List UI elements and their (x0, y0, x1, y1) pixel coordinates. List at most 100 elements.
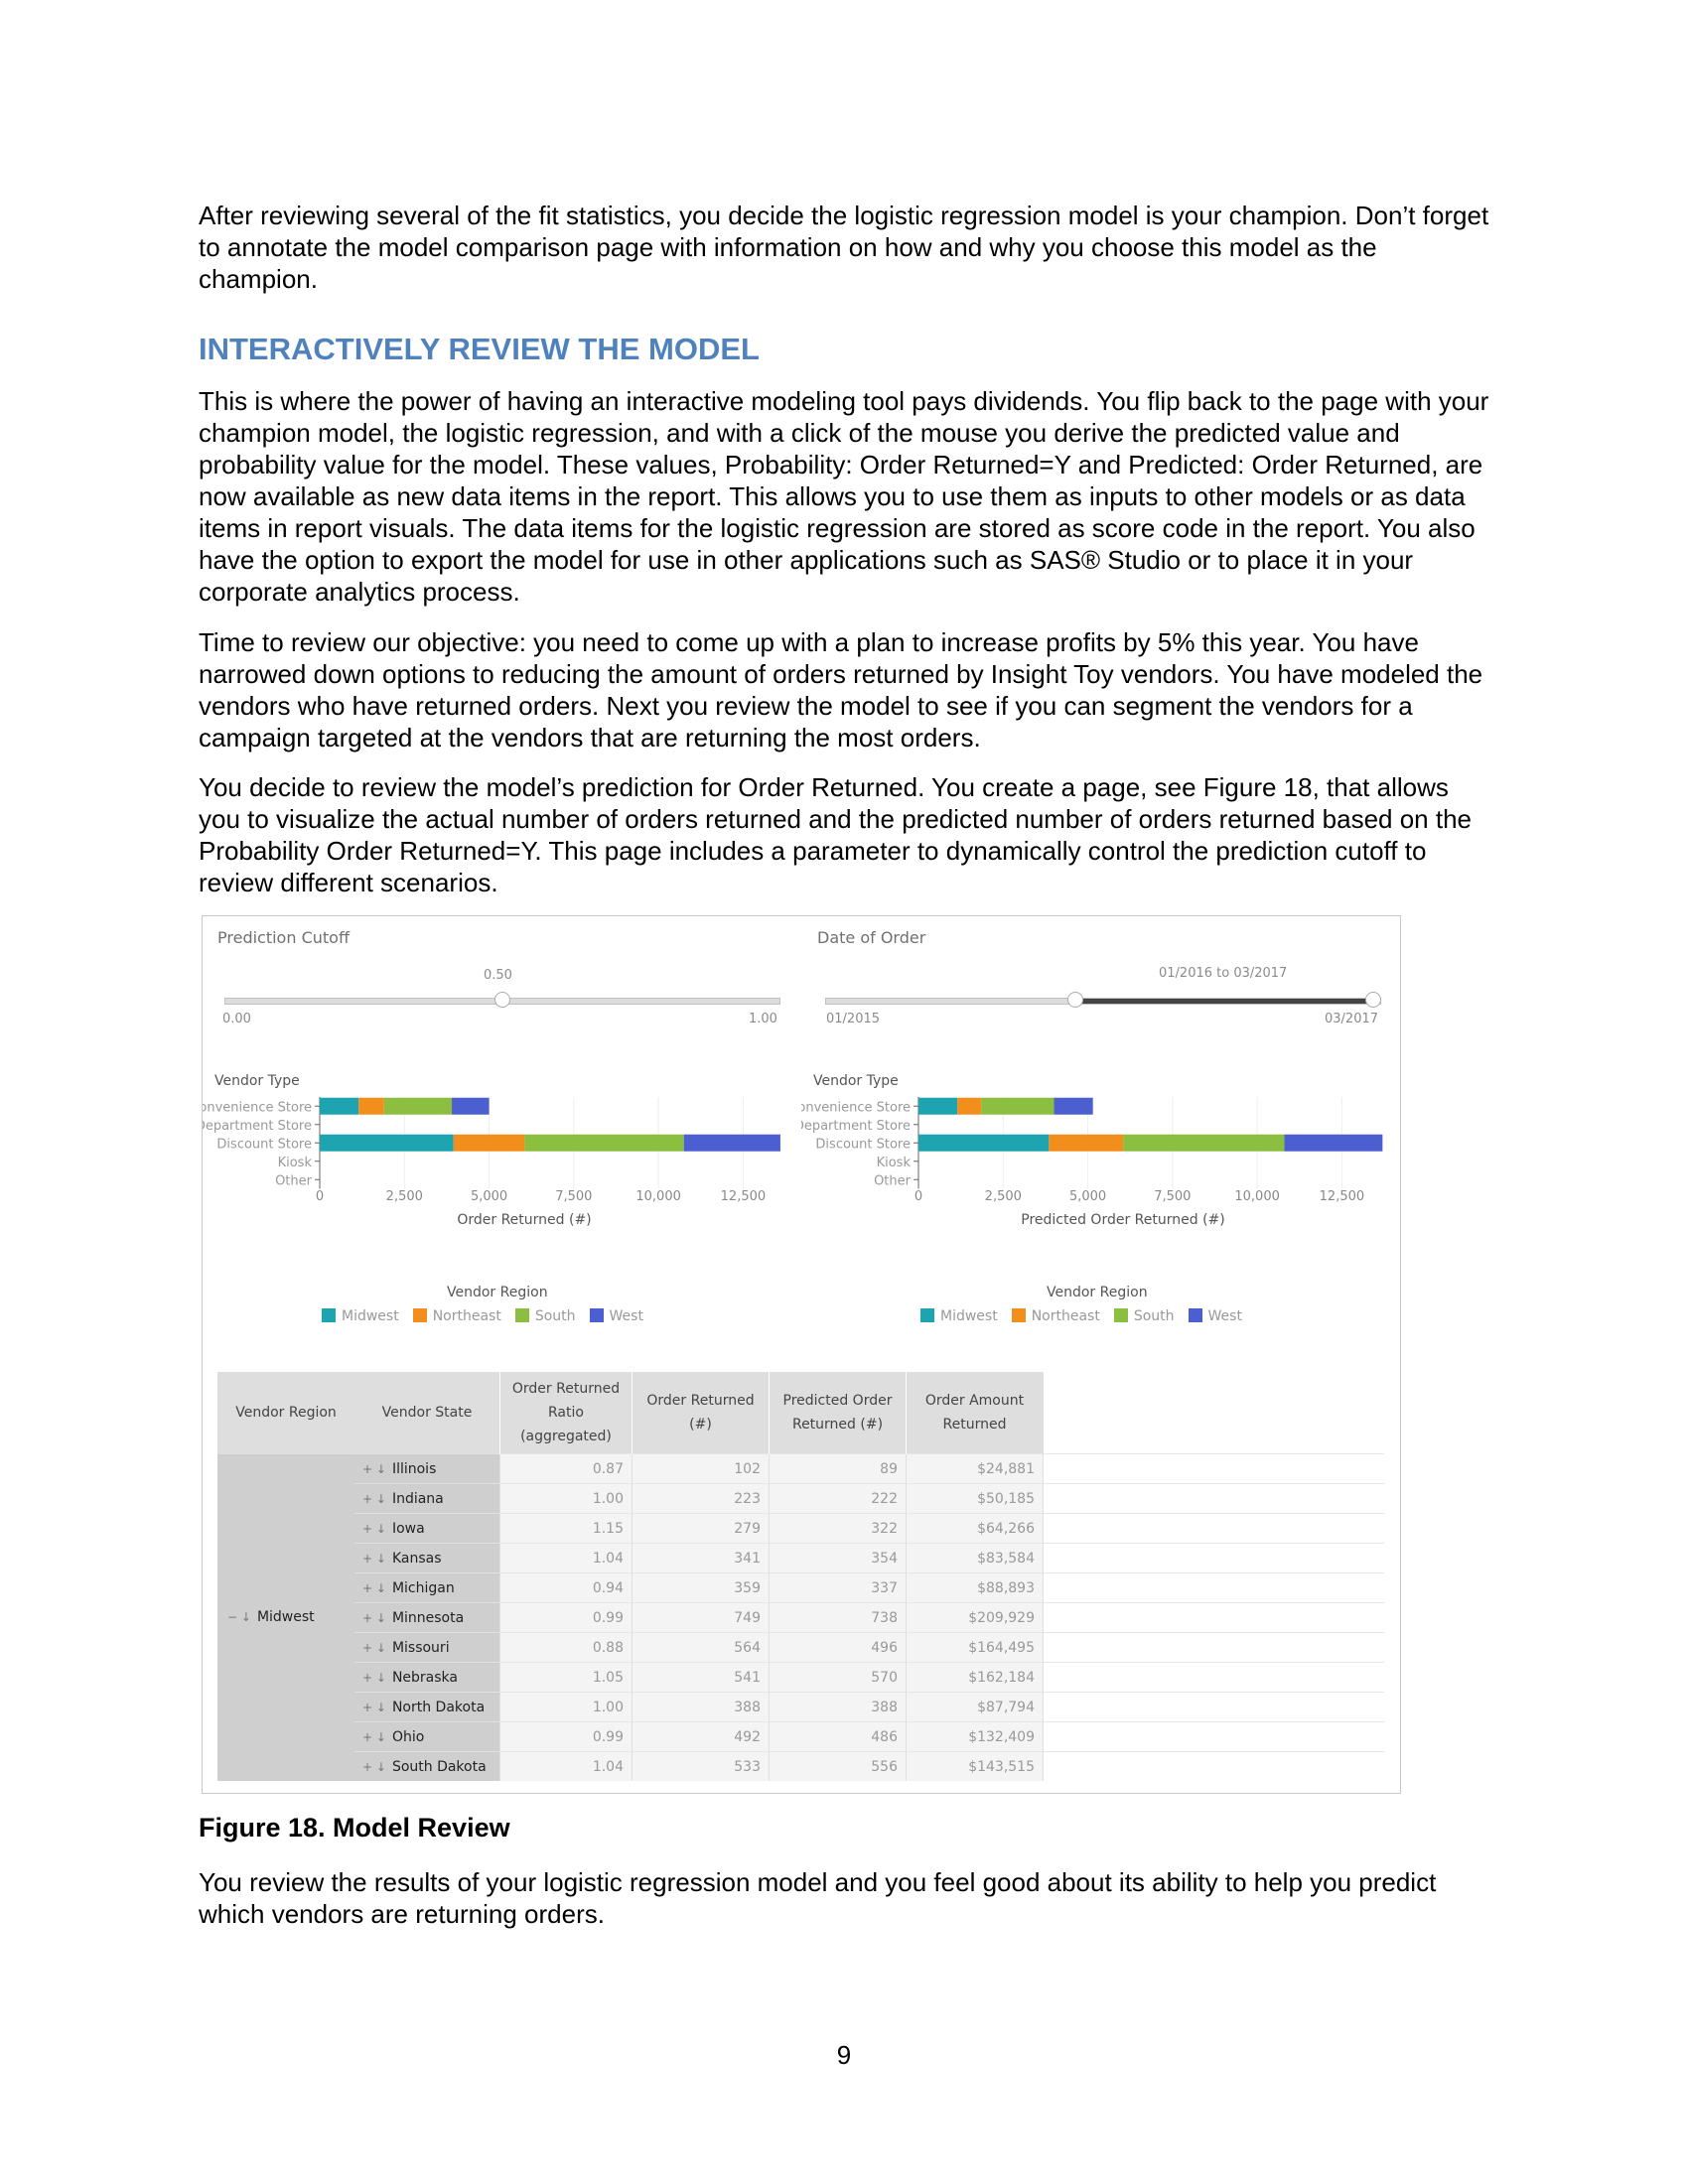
table-row[interactable]: + ↓ Missouri 0.88 564 496 $164,495 (217, 1632, 1384, 1663)
expand-icon[interactable]: + ↓ (362, 1700, 386, 1714)
legend-item[interactable]: South (1113, 1308, 1175, 1324)
prediction-cutoff-value: 0.50 (484, 968, 512, 983)
date-start-handle[interactable] (1067, 992, 1084, 1008)
ratio-cell: 1.04 (499, 1543, 633, 1573)
legend-item[interactable]: West (1188, 1308, 1242, 1324)
legend-label: South (1133, 1308, 1175, 1324)
legend-swatch (514, 1308, 529, 1322)
state-label: Minnesota (391, 1609, 465, 1626)
table-row[interactable]: + ↓ North Dakota 1.00 388 388 $87,794 (217, 1692, 1384, 1722)
legend-item[interactable]: Midwest (920, 1308, 998, 1324)
legend-label: Midwest (342, 1308, 399, 1324)
returned-cell: 223 (632, 1483, 770, 1514)
state-cell[interactable]: + ↓ Illinois (354, 1453, 500, 1484)
predicted-cell: 556 (769, 1751, 907, 1781)
returned-cell: 533 (632, 1751, 770, 1781)
bar-segment (683, 1134, 780, 1152)
expand-icon[interactable]: + ↓ (362, 1759, 386, 1774)
amount-cell: $143,515 (906, 1751, 1044, 1781)
legend-item[interactable]: Northeast (1011, 1308, 1100, 1324)
expand-icon[interactable]: + ↓ (362, 1610, 386, 1625)
state-label: Ohio (391, 1728, 425, 1745)
state-cell[interactable]: + ↓ Nebraska (354, 1662, 500, 1693)
date-range-value: 01/2016 to 03/2017 (1159, 966, 1288, 981)
bar-segment (453, 1134, 525, 1152)
table-row[interactable]: + ↓ Michigan 0.94 359 337 $88,893 (217, 1572, 1384, 1603)
legend-swatch (920, 1308, 934, 1322)
col-header-order-returned[interactable]: Order Returned (#) (632, 1372, 770, 1454)
state-cell[interactable]: + ↓ Michigan (354, 1572, 500, 1603)
body-paragraph-2: Time to review our objective: you need t… (199, 627, 1483, 752)
col-header-order-returned-ratio[interactable]: Order Returned Ratio (aggregated) (499, 1372, 633, 1454)
state-label: Michigan (391, 1579, 455, 1596)
col-header-predicted-order-returned[interactable]: Predicted Order Returned (#) (769, 1372, 907, 1454)
ratio-cell: 1.15 (499, 1513, 633, 1544)
col-header-vendor-state[interactable]: Vendor State (354, 1372, 500, 1454)
bar-segment (918, 1097, 958, 1115)
state-cell[interactable]: + ↓ Indiana (354, 1483, 500, 1514)
x-tick-label: 5,000 (471, 1189, 507, 1204)
state-label: North Dakota (391, 1699, 486, 1715)
col-header-vendor-region[interactable]: Vendor Region (217, 1372, 354, 1454)
amount-cell: $209,929 (906, 1602, 1044, 1633)
bar-segment (1123, 1134, 1285, 1152)
state-cell[interactable]: + ↓ Minnesota (354, 1602, 500, 1633)
prediction-cutoff-handle[interactable] (494, 992, 510, 1008)
legend-item[interactable]: Midwest (322, 1308, 399, 1324)
legend-item[interactable]: West (589, 1308, 643, 1324)
expand-icon[interactable]: + ↓ (362, 1491, 386, 1506)
x-tick-label: 0 (914, 1189, 922, 1204)
expand-icon[interactable]: + ↓ (362, 1551, 386, 1566)
blank-cell (1043, 1483, 1384, 1514)
table-row[interactable]: + ↓ Indiana 1.00 223 222 $50,185 (217, 1483, 1384, 1514)
state-label: Illinois (391, 1460, 437, 1477)
legend-title-right: Vendor Region (1047, 1285, 1148, 1300)
blank-cell (1043, 1721, 1384, 1752)
blank-cell (1043, 1602, 1384, 1633)
predicted-cell: 354 (769, 1543, 907, 1573)
expand-icon[interactable]: + ↓ (362, 1580, 386, 1595)
amount-cell: $162,184 (906, 1662, 1044, 1693)
blank-cell (1043, 1632, 1384, 1663)
expand-icon[interactable]: + ↓ (362, 1461, 386, 1476)
legend-swatch (412, 1308, 427, 1322)
legend-label: Northeast (432, 1308, 501, 1324)
category-label: Discount Store (216, 1137, 312, 1152)
date-end-handle[interactable] (1365, 992, 1381, 1008)
page-number: 9 (836, 2040, 852, 2070)
expand-icon[interactable]: + ↓ (362, 1670, 386, 1685)
predicted-cell: 322 (769, 1513, 907, 1544)
state-cell[interactable]: + ↓ Ohio (354, 1721, 500, 1752)
collapse-icon[interactable]: − ↓ (227, 1610, 251, 1625)
col-header-order-amount-returned[interactable]: Order Amount Returned (906, 1372, 1044, 1454)
state-cell[interactable]: + ↓ Missouri (354, 1632, 500, 1663)
expand-icon[interactable]: + ↓ (362, 1640, 386, 1655)
blank-cell (1043, 1513, 1384, 1544)
table-row[interactable]: + ↓ South Dakota 1.04 533 556 $143,515 (217, 1751, 1384, 1781)
table-row[interactable]: + ↓ Ohio 0.99 492 486 $132,409 (217, 1721, 1384, 1752)
table-row[interactable]: − ↓ Midwest + ↓ Illinois 0.87 102 89 $24,881 (217, 1453, 1384, 1781)
state-cell[interactable]: + ↓ Iowa (354, 1513, 500, 1544)
expand-icon[interactable]: + ↓ (362, 1729, 386, 1744)
x-tick-label: 10,000 (1234, 1189, 1280, 1204)
table-row[interactable]: + ↓ Kansas 1.04 341 354 $83,584 (217, 1543, 1384, 1573)
region-cell[interactable]: − ↓ Midwest (217, 1453, 354, 1781)
blank-cell (1043, 1692, 1384, 1722)
state-cell[interactable]: + ↓ South Dakota (354, 1751, 500, 1781)
ratio-cell: 0.99 (499, 1602, 633, 1633)
legend-item[interactable]: South (514, 1308, 576, 1324)
ratio-cell: 1.04 (499, 1751, 633, 1781)
bar-segment (1049, 1134, 1124, 1152)
state-cell[interactable]: + ↓ North Dakota (354, 1692, 500, 1722)
expand-icon[interactable]: + ↓ (362, 1521, 386, 1536)
intro-paragraph: After reviewing several of the fit stati… (199, 201, 1489, 294)
legend-item[interactable]: Northeast (412, 1308, 501, 1324)
legend-swatch (322, 1308, 336, 1322)
table-row[interactable]: + ↓ Nebraska 1.05 541 570 $162,184 (217, 1662, 1384, 1693)
table-row[interactable]: + ↓ Iowa 1.15 279 322 $64,266 (217, 1513, 1384, 1544)
state-cell[interactable]: + ↓ Kansas (354, 1543, 500, 1573)
y-axis-title: Vendor Type (214, 1073, 300, 1089)
prediction-cutoff-title: Prediction Cutoff (217, 928, 350, 947)
table-row[interactable]: + ↓ Minnesota 0.99 749 738 $209,929 (217, 1602, 1384, 1633)
state-label: Missouri (391, 1639, 450, 1656)
